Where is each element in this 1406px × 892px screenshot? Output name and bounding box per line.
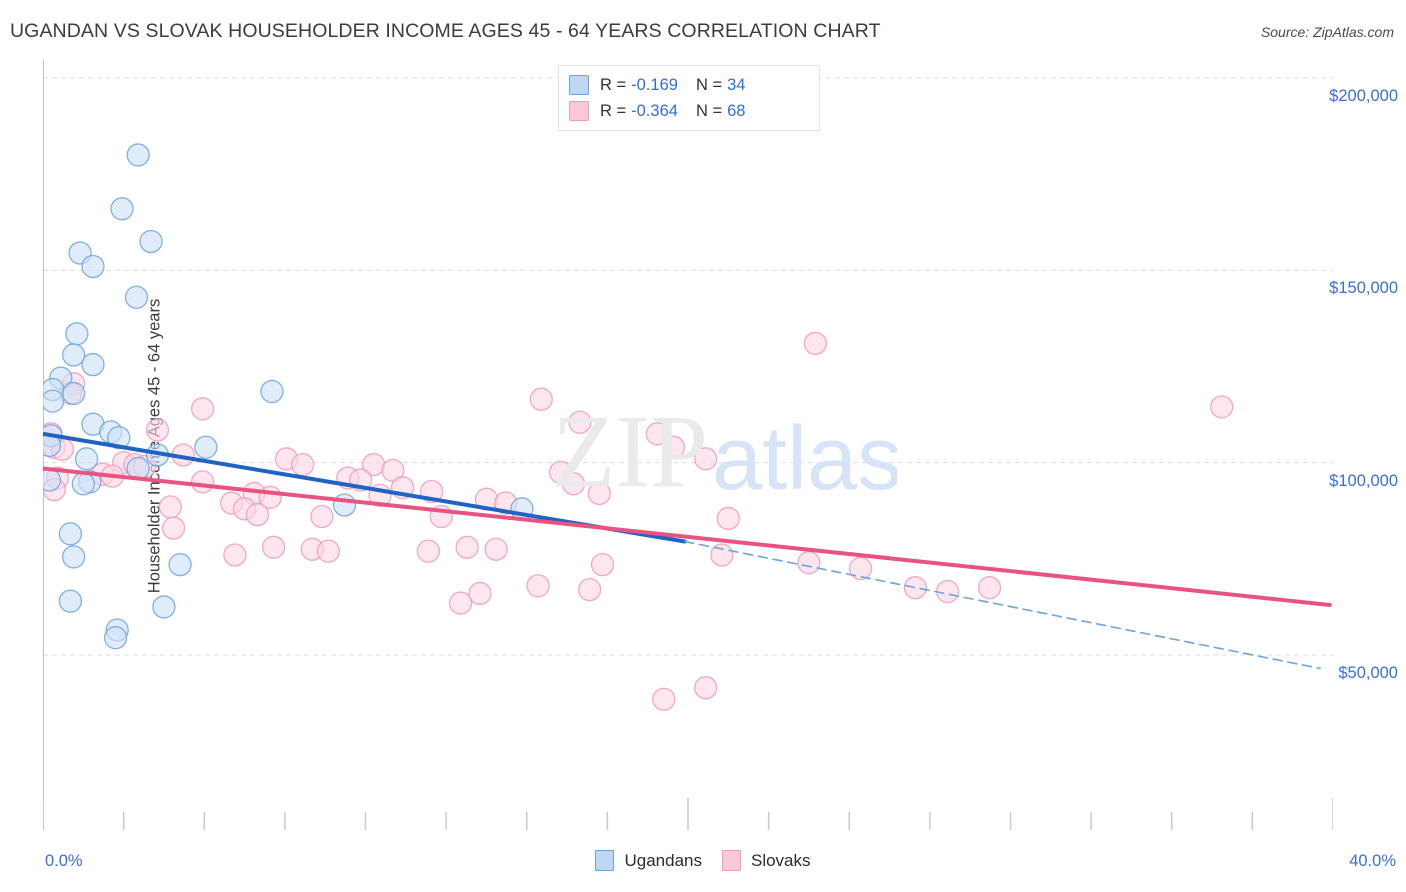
data-point[interactable]: [107, 426, 131, 450]
x-axis-min-label: 0.0%: [45, 852, 83, 870]
n-value-slovaks: 68: [727, 101, 746, 120]
data-point[interactable]: [261, 535, 286, 559]
y-axis-tick-label: $200,000: [1329, 87, 1398, 105]
r-value-ugandans: -0.169: [631, 75, 678, 94]
data-point[interactable]: [903, 576, 928, 600]
data-point[interactable]: [977, 576, 1002, 600]
data-point[interactable]: [661, 435, 686, 459]
data-point[interactable]: [803, 331, 828, 356]
y-axis-tick-label: $50,000: [1338, 664, 1398, 682]
data-point[interactable]: [577, 577, 602, 602]
data-point[interactable]: [71, 472, 95, 496]
n-value-ugandans: 34: [727, 75, 746, 94]
data-point[interactable]: [848, 556, 873, 581]
slovaks-points: [43, 331, 1234, 711]
data-point[interactable]: [139, 229, 163, 254]
stat-row-slovaks: R = -0.364 N = 68: [569, 98, 809, 124]
data-point[interactable]: [158, 495, 183, 519]
data-point[interactable]: [161, 516, 186, 540]
data-point[interactable]: [694, 676, 718, 700]
data-point[interactable]: [526, 574, 550, 598]
correlation-stats-legend: R = -0.169 N = 34 R = -0.364 N = 68: [558, 65, 820, 131]
legend-swatch-slovaks: [569, 101, 589, 121]
stat-row-ugandans: R = -0.169 N = 34: [569, 72, 809, 98]
data-point[interactable]: [61, 381, 86, 406]
data-point[interactable]: [74, 447, 99, 471]
r-label-slovaks: R =: [600, 101, 627, 120]
data-point[interactable]: [587, 481, 611, 506]
ugandans-points: [43, 143, 534, 650]
data-point[interactable]: [43, 468, 62, 492]
data-point[interactable]: [61, 545, 86, 569]
series-legend-item-ugandans[interactable]: Ugandans: [595, 850, 702, 871]
plot-svg: [43, 60, 1333, 830]
data-point[interactable]: [797, 551, 821, 575]
data-point[interactable]: [529, 387, 553, 411]
data-point[interactable]: [245, 502, 270, 527]
data-point[interactable]: [152, 595, 176, 619]
data-point[interactable]: [468, 581, 492, 606]
scatter-plot-area: [43, 60, 1333, 830]
trend-line-slovaks-solid: [43, 466, 1332, 607]
data-point[interactable]: [652, 687, 676, 711]
data-point[interactable]: [61, 343, 86, 367]
gridlines: [43, 77, 1333, 656]
data-point[interactable]: [168, 552, 192, 577]
data-point[interactable]: [65, 322, 89, 346]
data-point[interactable]: [124, 285, 149, 309]
data-point[interactable]: [145, 418, 170, 442]
data-point[interactable]: [81, 352, 105, 377]
data-point[interactable]: [455, 535, 479, 559]
legend-swatch-ugandans: [569, 75, 589, 95]
data-point[interactable]: [935, 579, 960, 604]
series-label-slovaks: Slovaks: [750, 850, 811, 870]
data-point[interactable]: [126, 143, 150, 167]
data-point[interactable]: [332, 493, 357, 517]
data-point[interactable]: [43, 389, 65, 413]
data-point[interactable]: [316, 539, 341, 563]
data-point[interactable]: [561, 472, 586, 496]
axis-lines: [43, 60, 44, 830]
x-axis-max-label: 40.0%: [1349, 852, 1396, 870]
series-legend: Ugandans Slovaks: [0, 850, 1406, 871]
page-title: UGANDAN VS SLOVAK HOUSEHOLDER INCOME AGE…: [10, 20, 881, 42]
series-legend-item-slovaks[interactable]: Slovaks: [721, 850, 811, 871]
data-point[interactable]: [190, 470, 215, 494]
data-point[interactable]: [290, 452, 315, 477]
data-point[interactable]: [190, 397, 215, 421]
data-point[interactable]: [1210, 395, 1234, 419]
n-label-ugandans: N =: [695, 75, 723, 94]
series-swatch-ugandans: [595, 850, 615, 871]
series-label-ugandans: Ugandans: [624, 850, 702, 870]
data-point[interactable]: [448, 591, 473, 615]
data-point[interactable]: [310, 504, 334, 529]
data-point[interactable]: [484, 537, 508, 561]
data-point[interactable]: [590, 552, 615, 577]
r-value-slovaks: -0.364: [631, 101, 678, 120]
data-point[interactable]: [81, 254, 105, 279]
data-point[interactable]: [568, 410, 592, 434]
trend-lines: [43, 431, 1332, 670]
data-point[interactable]: [694, 447, 718, 471]
series-swatch-slovaks: [721, 850, 741, 871]
y-axis-tick-label: $100,000: [1329, 471, 1398, 490]
data-point[interactable]: [103, 626, 128, 650]
source-label: Source: ZipAtlas.com: [1260, 24, 1394, 40]
data-point[interactable]: [645, 422, 670, 446]
y-axis-tick-label: $150,000: [1329, 279, 1398, 298]
data-point[interactable]: [58, 589, 83, 613]
data-point[interactable]: [260, 379, 284, 404]
n-label-slovaks: N =: [695, 101, 723, 120]
data-point[interactable]: [710, 543, 734, 567]
data-point[interactable]: [194, 435, 218, 459]
data-point[interactable]: [58, 522, 83, 546]
data-point[interactable]: [223, 543, 247, 567]
x-axis-ticks: [43, 798, 1333, 830]
data-point[interactable]: [716, 506, 740, 531]
data-point[interactable]: [416, 539, 441, 563]
trend-line-ugandans-dashed: [683, 540, 1321, 670]
r-label-ugandans: R =: [600, 75, 627, 94]
data-point[interactable]: [110, 197, 134, 221]
